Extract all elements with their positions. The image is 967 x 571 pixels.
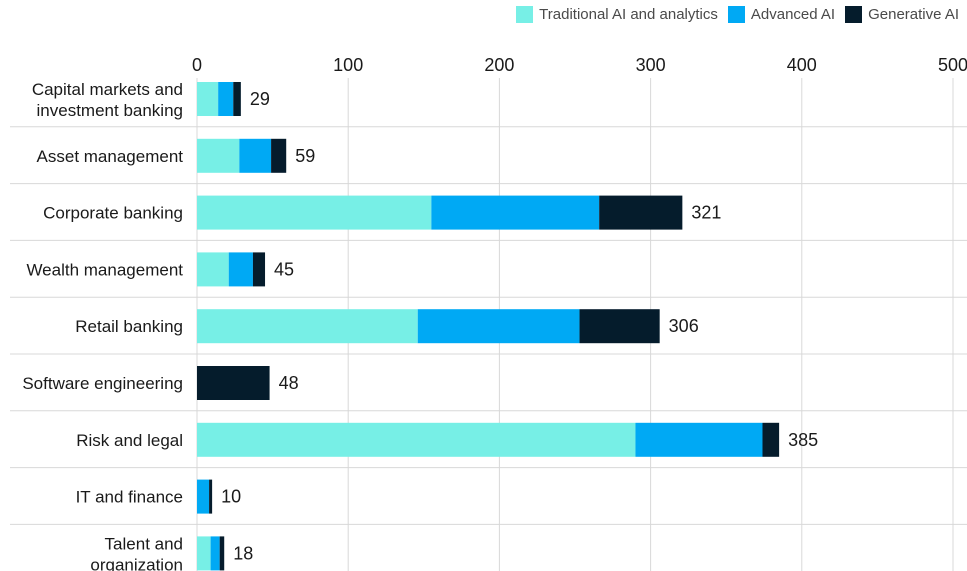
category-label-line: investment banking [37, 101, 183, 120]
category-label: Corporate banking [43, 204, 183, 223]
legend-swatch-advanced [727, 6, 745, 23]
category-label: Capital markets and investment banking [32, 80, 183, 120]
bar-segment-generative [219, 536, 225, 571]
legend-swatch-traditional [516, 6, 534, 23]
x-tick-label: 200 [484, 55, 514, 75]
total-label: 10 [221, 487, 241, 507]
total-label: 59 [295, 146, 315, 166]
x-tick-label: 500 [938, 55, 967, 75]
bar-segment-generative [233, 82, 241, 116]
legend-label-generative: Generative AI [868, 6, 959, 23]
bar-segment-generative [252, 252, 266, 287]
legend-item-traditional: Traditional AI and analytics [516, 6, 718, 23]
category-label-line: Capital markets and [32, 80, 183, 99]
category-label: IT and finance [76, 488, 183, 507]
category-label: Wealth management [26, 260, 183, 279]
category-label: Talent and organization [90, 534, 183, 571]
bar-segment-traditional [197, 138, 240, 173]
total-label: 18 [233, 543, 253, 563]
bar-segment-advanced [239, 138, 272, 173]
legend-swatch-generative [845, 6, 863, 23]
legend: Traditional AI and analytics Advanced AI… [506, 6, 959, 23]
total-label: 385 [788, 430, 818, 450]
total-label: 321 [691, 203, 721, 223]
x-tick-label: 300 [636, 55, 666, 75]
bar-segment-advanced [197, 479, 210, 514]
bar-segment-generative [579, 309, 660, 344]
bar-segment-advanced [635, 422, 763, 457]
x-tick-label: 100 [333, 55, 363, 75]
total-label: 48 [279, 373, 299, 393]
total-label: 29 [250, 89, 270, 109]
category-label: Software engineering [22, 374, 183, 393]
x-tick-label: 400 [787, 55, 817, 75]
category-label-line: Talent and [105, 534, 183, 553]
legend-label-advanced: Advanced AI [750, 6, 836, 23]
legend-item-advanced: Advanced AI [727, 6, 836, 23]
bar-segment-generative [197, 366, 270, 400]
category-label: Retail banking [75, 317, 183, 336]
bar-segment-traditional [197, 82, 219, 116]
bar-segment-traditional [197, 252, 229, 287]
bar-segment-traditional [197, 309, 418, 344]
bar-segment-advanced [417, 309, 580, 344]
bar-segment-traditional [197, 195, 432, 230]
category-label: Asset management [37, 147, 184, 166]
category-label: Risk and legal [76, 431, 183, 450]
bar-segment-generative [599, 195, 683, 230]
bar-segment-traditional [197, 422, 636, 457]
total-label: 45 [274, 259, 294, 279]
legend-label-traditional: Traditional AI and analytics [539, 6, 718, 23]
bar-segment-generative [762, 422, 780, 457]
total-label: 306 [669, 316, 699, 336]
bar-segment-advanced [431, 195, 600, 230]
bar-segment-advanced [218, 82, 234, 116]
bar-segment-advanced [228, 252, 253, 287]
legend-item-generative: Generative AI [845, 6, 959, 23]
bar-segment-generative [271, 138, 287, 173]
bar-segment-traditional [197, 536, 211, 571]
x-tick-label: 0 [192, 55, 202, 75]
bar-segment-advanced [210, 536, 220, 571]
bar-segment-generative [209, 479, 213, 514]
category-label-line: organization [90, 555, 183, 571]
